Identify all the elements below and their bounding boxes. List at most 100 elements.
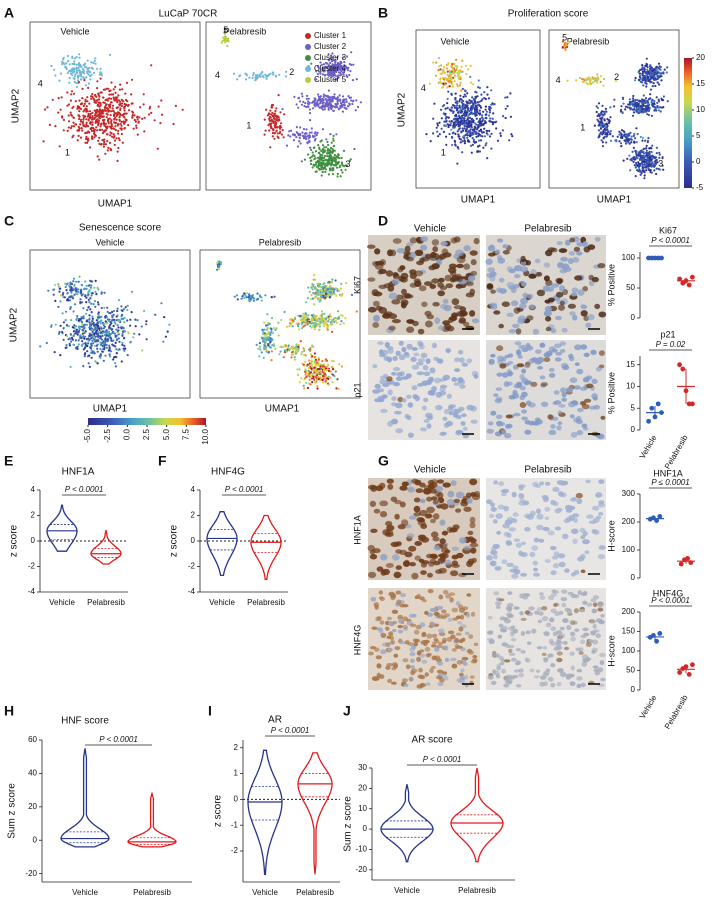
nucleus — [434, 377, 441, 384]
umap-point — [69, 307, 72, 310]
umap-point — [310, 286, 313, 289]
umap-point — [324, 170, 327, 173]
cluster-label: 2 — [614, 72, 619, 82]
umap-point — [112, 133, 115, 136]
umap-point — [113, 321, 116, 324]
nucleus — [423, 371, 431, 377]
nucleus — [510, 300, 519, 307]
umap-point — [293, 134, 296, 137]
umap-point — [88, 102, 91, 105]
umap-point — [87, 306, 90, 309]
umap-point — [305, 97, 308, 100]
umap-point — [644, 155, 647, 158]
umap-point — [462, 135, 465, 138]
umap-point — [472, 138, 475, 141]
umap-point — [432, 132, 435, 135]
umap-point — [90, 284, 93, 287]
umap-point — [334, 319, 337, 323]
umap-point — [116, 159, 119, 162]
umap-point — [336, 287, 339, 290]
umap-point — [102, 145, 105, 148]
umap-point — [156, 147, 159, 150]
umap-point — [466, 136, 469, 139]
umap-point — [649, 64, 652, 67]
umap-point — [73, 303, 77, 306]
umap-point — [355, 99, 358, 102]
umap-point — [80, 325, 83, 328]
umap-point — [461, 120, 464, 123]
umap-point — [438, 133, 441, 136]
umap-point — [115, 137, 118, 140]
umap-point — [114, 91, 117, 94]
umap-point — [103, 118, 106, 121]
umap-point — [73, 284, 76, 287]
umap-point — [475, 104, 478, 107]
umap-point — [307, 100, 310, 103]
umap-point — [42, 140, 45, 143]
umap-point — [311, 166, 314, 169]
umap-point — [322, 286, 325, 289]
umap-point — [76, 347, 79, 350]
umap-point — [86, 67, 89, 71]
umap-point — [455, 58, 458, 62]
umap-point — [110, 101, 113, 104]
nucleus — [487, 245, 496, 252]
umap-point — [110, 322, 113, 325]
umap-point — [129, 318, 132, 321]
umap-point — [340, 169, 343, 172]
umap-point — [488, 114, 491, 117]
umap-point — [272, 121, 275, 124]
nucleus — [387, 348, 394, 354]
umap-point — [285, 350, 288, 353]
umap-point — [336, 77, 339, 80]
umap-point — [309, 348, 312, 351]
umap-point — [476, 145, 480, 148]
umap-point — [96, 301, 100, 304]
umap-point — [281, 108, 284, 111]
umap-point — [320, 319, 323, 322]
nucleus — [543, 275, 550, 282]
umap-point — [306, 142, 309, 145]
nucleus — [397, 267, 404, 273]
cluster-label: 4 — [556, 75, 561, 85]
umap-point — [602, 129, 605, 132]
umap-point — [457, 69, 460, 73]
column-label: Pelabresib — [567, 36, 610, 46]
umap-point — [303, 105, 306, 108]
umap-point — [252, 74, 255, 77]
umap-point — [345, 100, 348, 103]
umap-point — [650, 80, 653, 84]
umap-point — [148, 107, 151, 110]
umap-point — [306, 105, 309, 108]
umap-point — [652, 155, 655, 158]
nucleus — [406, 256, 414, 262]
umap-point — [317, 370, 320, 373]
umap-point — [102, 138, 105, 142]
umap-point — [135, 124, 138, 127]
umap-point — [651, 85, 654, 88]
nucleus — [416, 361, 424, 366]
umap-point — [302, 128, 306, 131]
umap-point — [66, 91, 69, 94]
umap-point — [324, 358, 328, 361]
nucleus — [544, 305, 552, 313]
umap-point — [483, 127, 486, 130]
umap-point — [305, 301, 308, 304]
umap-point — [82, 118, 85, 121]
nucleus — [571, 287, 579, 294]
nucleus — [432, 301, 440, 307]
umap-point — [482, 131, 485, 134]
umap-point — [347, 105, 350, 108]
umap-point — [334, 74, 337, 77]
umap-point — [278, 125, 281, 128]
nucleus — [431, 239, 440, 246]
umap-point — [627, 134, 630, 137]
umap-point — [350, 63, 353, 66]
umap-point — [313, 378, 316, 381]
umap-point — [451, 132, 454, 135]
umap-point — [73, 80, 76, 83]
umap-point — [77, 343, 80, 346]
umap-point — [304, 376, 307, 380]
legend-marker — [305, 44, 311, 50]
umap-point — [329, 98, 332, 101]
